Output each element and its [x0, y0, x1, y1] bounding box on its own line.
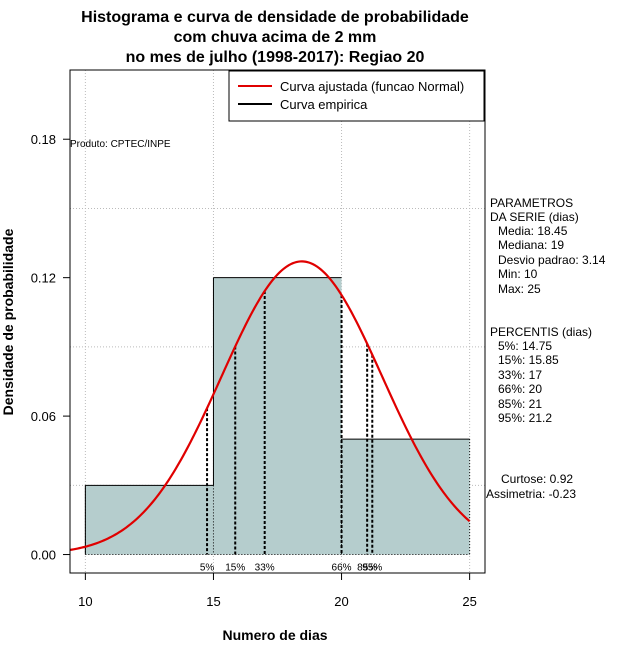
legend-label-empirical: Curva empirica — [280, 97, 368, 112]
percentile-label-3: 66% — [332, 563, 352, 574]
chart-title-line-1: Histograma e curva de densidade de proba… — [81, 9, 469, 26]
shape-stats: Curtose: 0.92 Assimetria: -0.23 — [486, 472, 576, 501]
parametro-min: Min: 10 — [498, 267, 538, 281]
x-tick-label-1: 15 — [206, 594, 220, 609]
assimetria-value: Assimetria: -0.23 — [486, 487, 576, 501]
chart-title-line-2: com chuva acima de 2 mm — [174, 29, 377, 46]
y-tick-label-2: 0.12 — [31, 271, 56, 286]
percentile-label-5: 95% — [362, 563, 382, 574]
histogram-bar-1 — [213, 277, 342, 555]
parametros-header-2: DA SERIE (dias) — [490, 210, 579, 224]
axes: 10 15 20 25 0.00 0.06 0.12 0.18 — [31, 132, 477, 609]
product-label: Produto: CPTEC/INPE — [70, 139, 171, 150]
parametro-max: Max: 25 — [498, 282, 541, 296]
percentil-66: 66%: 20 — [498, 382, 542, 396]
histogram-bar-2 — [341, 439, 470, 555]
plot-frame — [69, 69, 486, 574]
normal-curve — [69, 260, 471, 552]
parametro-mediana: Mediana: 19 — [498, 238, 564, 252]
percentile-lines: 5% 15% 33% 66% 85%95% — [200, 291, 382, 574]
fitted-normal-curve — [69, 260, 471, 552]
percentil-95: 95%: 21.2 — [498, 411, 552, 425]
percentiles-block: PERCENTIS (dias) 5%: 14.75 15%: 15.85 33… — [490, 325, 592, 425]
percentile-label-4: 85% — [357, 563, 377, 574]
parametros-header-1: PARAMETROS — [490, 196, 573, 210]
y-tick-label-3: 0.18 — [31, 132, 56, 147]
x-tick-label-3: 25 — [462, 594, 476, 609]
parametro-desvio: Desvio padrao: 3.14 — [498, 253, 606, 267]
y-tick-label-1: 0.06 — [31, 409, 56, 424]
x-tick-label-2: 20 — [334, 594, 348, 609]
percentile-label-2: 33% — [255, 563, 275, 574]
chart-title-line-3: no mes de julho (1998-2017): Regiao 20 — [126, 49, 425, 66]
curtose-value: Curtose: 0.92 — [501, 472, 573, 486]
percentil-15: 15%: 15.85 — [498, 353, 559, 367]
x-axis-title: Numero de dias — [222, 627, 327, 643]
y-tick-label-0: 0.00 — [31, 548, 56, 563]
histogram-bar-0 — [85, 485, 214, 555]
percentis-header: PERCENTIS (dias) — [490, 325, 592, 339]
percentil-85: 85%: 21 — [498, 397, 542, 411]
legend-box — [228, 70, 485, 122]
percentile-label-0: 5% — [200, 563, 215, 574]
percentil-33: 33%: 17 — [498, 368, 542, 382]
legend-label-fitted: Curva ajustada (funcao Normal) — [280, 79, 464, 94]
y-axis-title: Densidade de probabilidade — [0, 228, 16, 415]
parametro-media: Media: 18.45 — [498, 224, 568, 238]
series-parameters: PARAMETROS DA SERIE (dias) Media: 18.45 … — [490, 196, 606, 296]
legend: Curva ajustada (funcao Normal) Curva emp… — [228, 70, 485, 122]
percentile-label-1: 15% — [225, 563, 245, 574]
x-tick-label-0: 10 — [78, 594, 92, 609]
percentil-5: 5%: 14.75 — [498, 339, 552, 353]
